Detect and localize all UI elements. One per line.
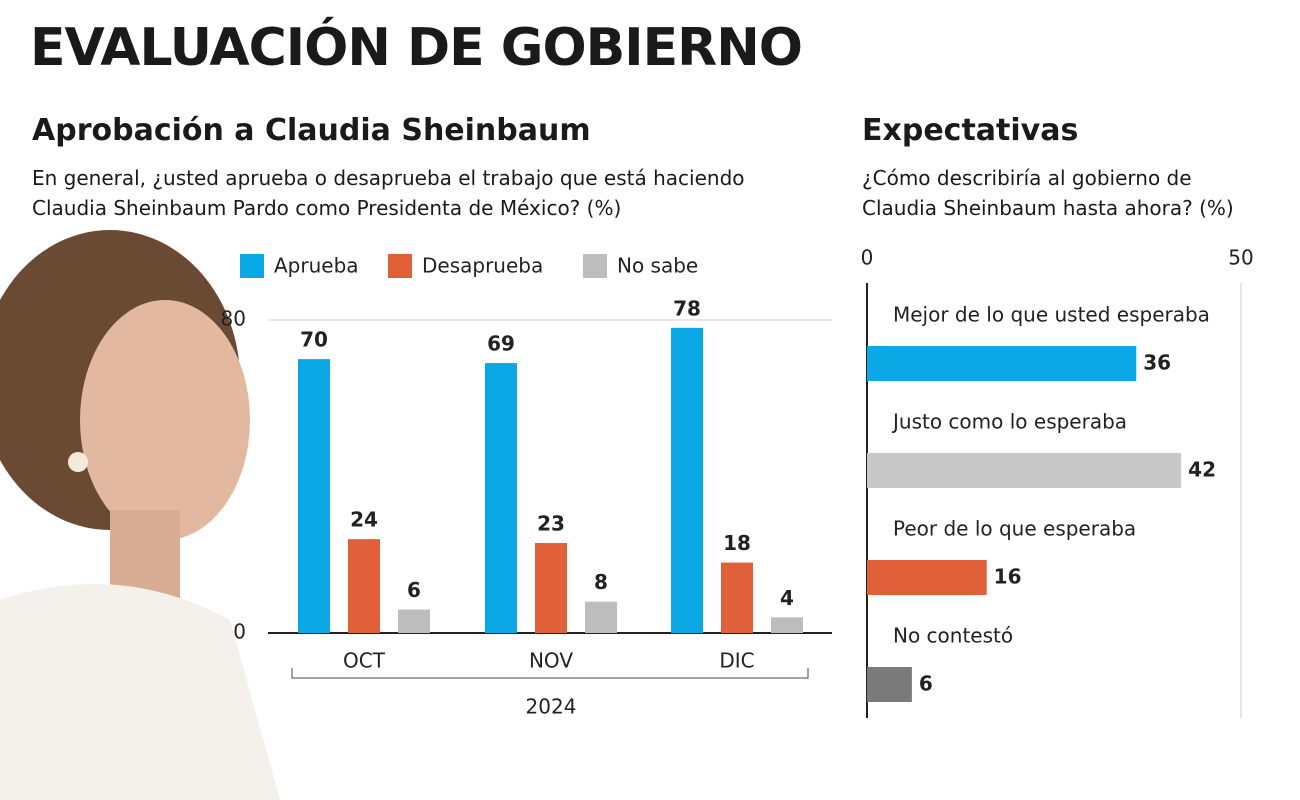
x-tick-label: DIC xyxy=(719,649,754,673)
value-label: 6 xyxy=(919,672,933,696)
category-label: Peor de lo que esperaba xyxy=(893,517,1136,541)
y-tick-label: 80 xyxy=(221,307,246,331)
bar xyxy=(298,359,330,633)
x-tick-label: 50 xyxy=(1228,246,1253,270)
bar xyxy=(721,562,753,633)
x-tick-label: OCT xyxy=(343,649,386,673)
chart-subtitle: En general, ¿usted aprueba o desaprueba … xyxy=(32,166,745,220)
legend-label: Aprueba xyxy=(274,254,359,278)
chart-title: Expectativas xyxy=(862,113,1079,148)
value-label: 8 xyxy=(594,570,608,594)
value-label: 6 xyxy=(407,578,421,602)
y-tick-label: 0 xyxy=(233,620,246,644)
legend-swatch xyxy=(388,254,412,278)
bar xyxy=(671,327,703,633)
category-label: No contestó xyxy=(893,624,1013,648)
bar xyxy=(485,363,517,633)
x-tick-label: 0 xyxy=(861,246,874,270)
main-title: EVALUACIÓN DE GOBIERNO xyxy=(30,18,803,78)
bar xyxy=(867,667,912,702)
value-label: 42 xyxy=(1188,458,1216,482)
chart-subtitle: ¿Cómo describiría al gobierno de Claudia… xyxy=(862,166,1234,220)
legend-swatch xyxy=(240,254,264,278)
category-label: Justo como lo esperaba xyxy=(891,410,1127,434)
value-label: 16 xyxy=(994,565,1022,589)
chart-title: Aprobación a Claudia Sheinbaum xyxy=(32,113,591,148)
value-label: 18 xyxy=(723,531,751,555)
bar xyxy=(867,453,1182,488)
category-label: Mejor de lo que usted esperaba xyxy=(893,303,1210,327)
value-label: 69 xyxy=(487,332,515,356)
bar xyxy=(867,560,987,595)
bar xyxy=(585,601,617,633)
axis-bracket xyxy=(291,668,809,679)
bar xyxy=(867,346,1137,381)
value-label: 23 xyxy=(537,512,565,536)
value-label: 70 xyxy=(300,328,328,352)
legend-swatch xyxy=(583,254,607,278)
legend-label: Desaprueba xyxy=(422,254,543,278)
value-label: 36 xyxy=(1143,351,1171,375)
value-label: 24 xyxy=(350,508,378,532)
legend-label: No sabe xyxy=(617,254,698,278)
value-label: 4 xyxy=(780,586,794,610)
x-tick-label: NOV xyxy=(529,649,573,673)
photo xyxy=(0,230,280,800)
x-axis-label: 2024 xyxy=(526,695,577,719)
value-label: 78 xyxy=(673,296,701,320)
bar xyxy=(348,539,380,633)
bar xyxy=(398,609,430,633)
bar xyxy=(771,617,803,633)
bar xyxy=(535,543,567,633)
